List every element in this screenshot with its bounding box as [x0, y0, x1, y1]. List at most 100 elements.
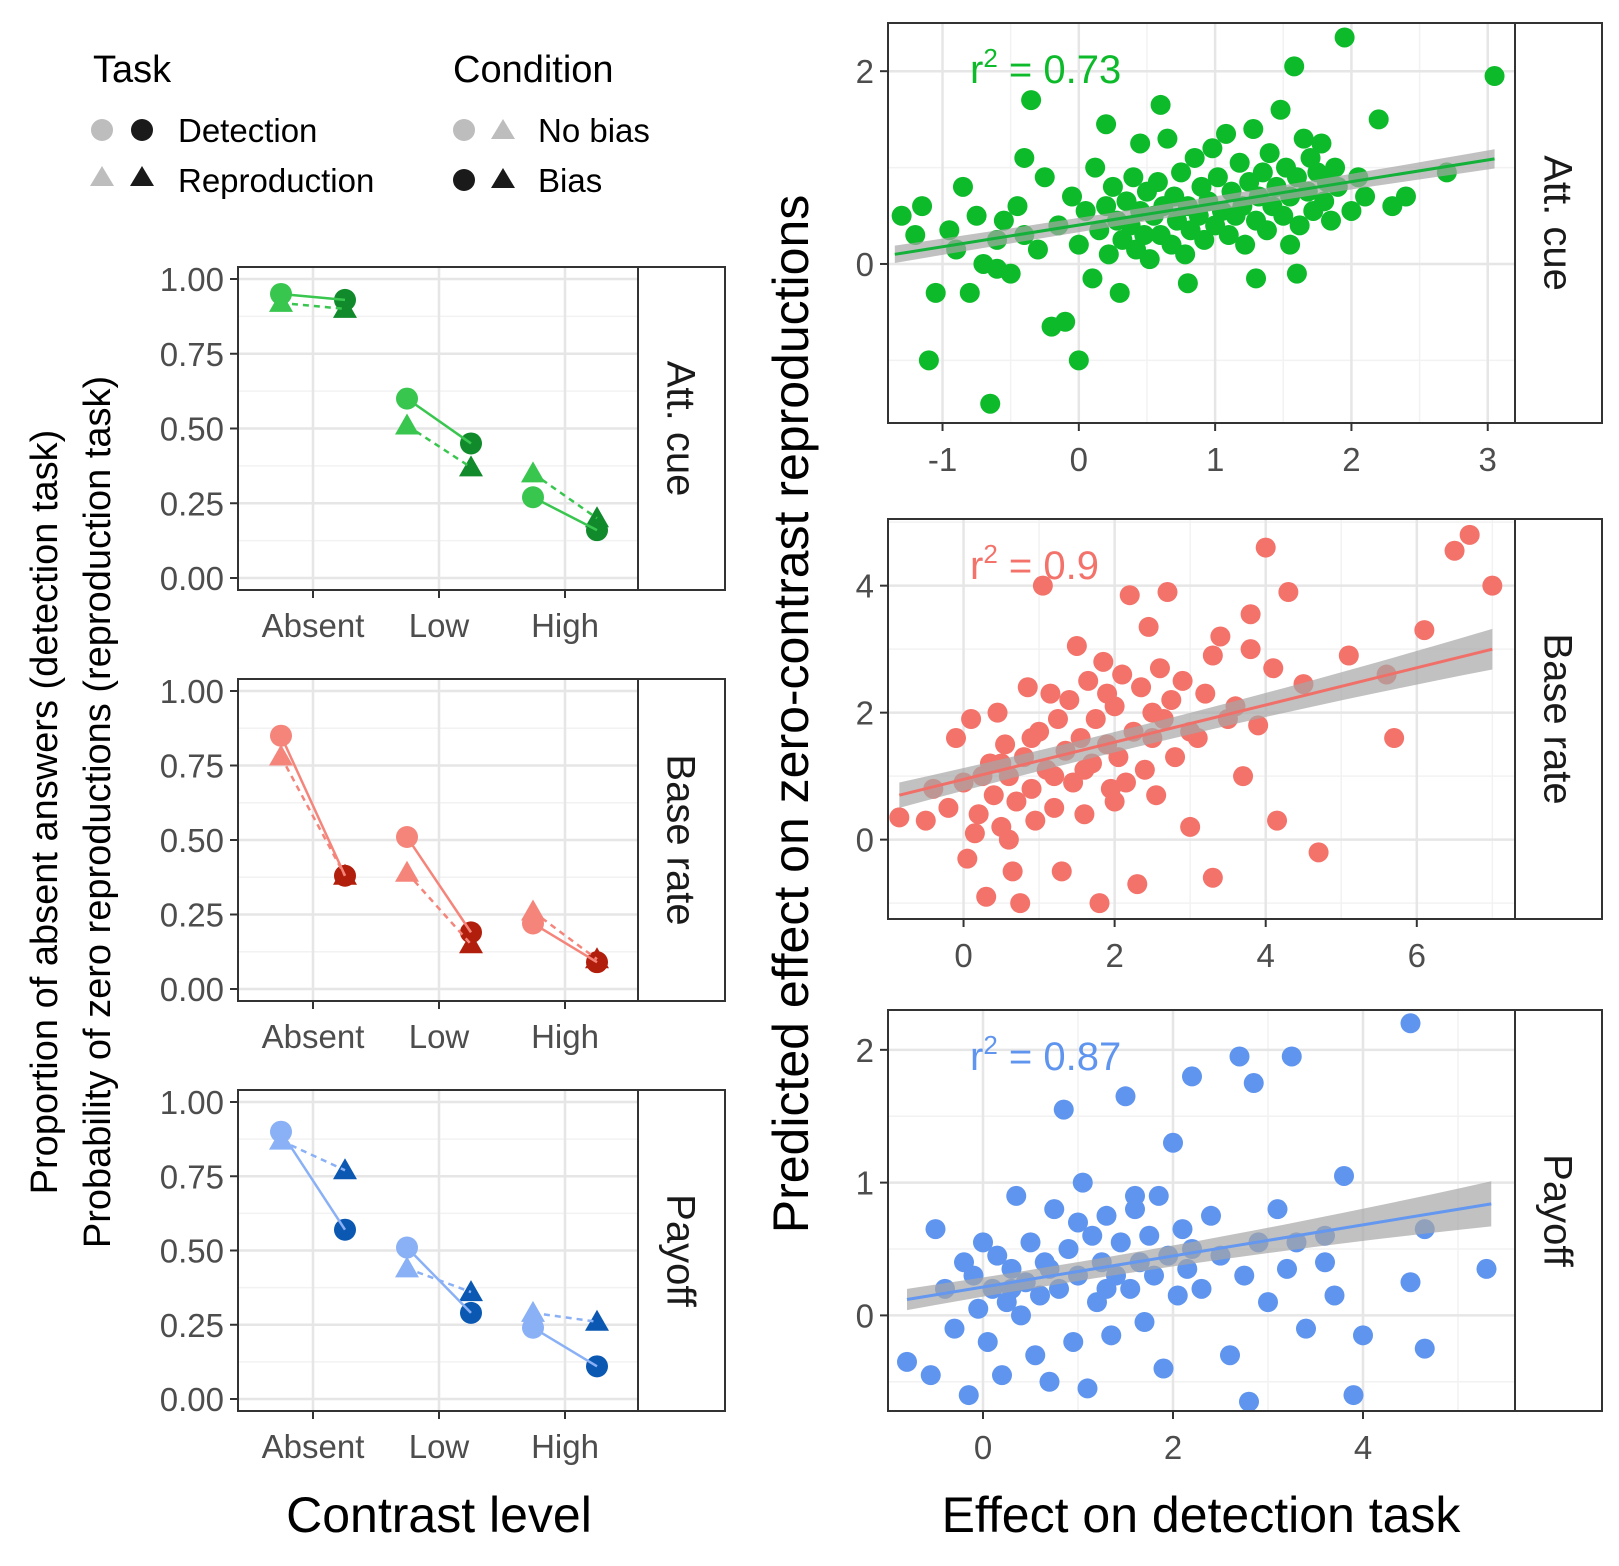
scatter-point [1368, 109, 1389, 130]
scatter-point [1171, 162, 1192, 183]
fit-line [906, 1202, 1492, 1301]
scatter-point [1014, 147, 1035, 168]
scatter-point [1355, 186, 1376, 207]
scatter-point [1119, 585, 1140, 606]
scatter-point [1109, 282, 1130, 303]
scatter-point [891, 205, 912, 226]
scatter-point [1096, 196, 1117, 217]
scatter-point [1395, 186, 1416, 207]
scatter-point [1202, 867, 1223, 888]
scatter-point [1074, 804, 1095, 825]
scatter-point [1220, 1345, 1240, 1366]
scatter-point [1134, 1312, 1155, 1333]
series-reproduction-nobias [269, 290, 545, 483]
legend-bias-triangle-marker [491, 168, 515, 188]
scatter-point [1066, 635, 1087, 656]
scatter-point [1191, 1278, 1212, 1299]
scatter-point [1172, 670, 1193, 691]
y-tick-label: 0 [856, 822, 874, 859]
scatter-point [1032, 575, 1053, 596]
scatter-point [1444, 540, 1465, 561]
scatter-point [1149, 658, 1170, 679]
scatter-point [1027, 239, 1048, 260]
scatter-point [1051, 861, 1072, 882]
right-x-title: Effect on detection task [942, 1487, 1462, 1543]
scatter-point [1148, 1185, 1169, 1206]
scatter-point [1252, 162, 1273, 183]
scatter-point [1202, 645, 1223, 666]
legend-nobias-triangle-marker [491, 119, 515, 139]
x-tick-label: Low [409, 1018, 470, 1055]
scatter-point [1120, 1278, 1141, 1299]
scatter-point [1163, 1132, 1183, 1153]
line-panel-payoff: 0.00 0.25 0.50 0.75 1.00 Absent Low High Payoff [160, 1084, 726, 1465]
y-tick-label: 0.75 [160, 336, 224, 373]
scatter-point [1267, 1199, 1288, 1220]
scatter-point [1280, 234, 1301, 255]
data-point-triangle [459, 455, 483, 477]
scatter-point [1006, 1185, 1027, 1206]
scatter-point [1175, 244, 1196, 265]
scatter-point [925, 282, 946, 303]
fit-line [894, 157, 1495, 256]
scatter-point [1093, 651, 1114, 672]
x-tick-label: Absent [262, 1428, 365, 1465]
scatter-point [973, 1232, 993, 1253]
scatter-point [1289, 215, 1310, 236]
y-tick-label: 0.00 [160, 560, 224, 597]
scatter-point [1177, 273, 1198, 294]
scatter-point [1482, 575, 1503, 596]
scatter-point [889, 807, 910, 828]
y-tick-label: 0.00 [160, 971, 224, 1008]
y-tick-label: 1.00 [160, 261, 224, 298]
legend: Task Detection Reproduction Condition No… [90, 49, 650, 199]
scatter-point [1112, 664, 1133, 685]
legend-task-title: Task [93, 49, 172, 91]
scatter-point [1320, 210, 1341, 231]
scatter-point [1353, 1325, 1373, 1346]
scatter-point [1239, 1391, 1259, 1412]
scatter-point [968, 1298, 989, 1319]
confidence-band [899, 628, 1493, 808]
scatter-point [1229, 1046, 1250, 1067]
y-tick-label: 0.50 [160, 822, 224, 859]
scatter-panel-att-cue: r2 = 0.73 -1 0 1 2 3 0 2 Att. cue [856, 22, 1603, 478]
scatter-point [1002, 861, 1023, 882]
scatter-point [1400, 1013, 1421, 1034]
scatter-point [1234, 1265, 1255, 1286]
r2-label: r2 = 0.9 [970, 539, 1099, 588]
x-tick-label: -1 [928, 441, 957, 478]
scatter-point [1146, 785, 1167, 806]
y-tick-label: 0 [856, 1297, 874, 1334]
data-point-triangle [459, 1280, 483, 1302]
scatter-point [987, 702, 1008, 723]
scatter-point [1139, 1225, 1160, 1246]
scatter-point [1017, 677, 1038, 698]
scatter-panel-base-rate: r2 = 0.9 0 2 4 6 0 2 4 Base rate [856, 518, 1603, 974]
scatter-point [1243, 119, 1264, 140]
scatter-point [987, 1245, 1008, 1266]
strip-label: Payoff [1536, 1154, 1580, 1268]
scatter-point [1115, 1086, 1136, 1107]
scatter-point [1130, 133, 1151, 154]
scatter-point [1021, 778, 1042, 799]
x-tick-label: High [531, 607, 599, 644]
strip [637, 1089, 726, 1412]
scatter-point [1011, 1305, 1031, 1326]
scatter-point [1273, 205, 1294, 226]
scatter-point [939, 220, 960, 241]
scatter-point [964, 823, 985, 844]
scatter-point [1258, 1292, 1278, 1313]
y-tick-label: 0.25 [160, 897, 224, 934]
legend-reproduction-label: Reproduction [178, 162, 374, 199]
x-tick-label: 2 [1105, 937, 1123, 974]
connector-reproduction [532, 472, 598, 520]
connector-reproduction [406, 1267, 472, 1294]
scatter-point [1476, 1258, 1497, 1279]
scatter-point [1075, 200, 1096, 221]
scatter-point [1311, 133, 1332, 154]
x-tick-label: High [531, 1428, 599, 1465]
scatter-point [1072, 1172, 1093, 1193]
scatter-point [1161, 689, 1182, 710]
